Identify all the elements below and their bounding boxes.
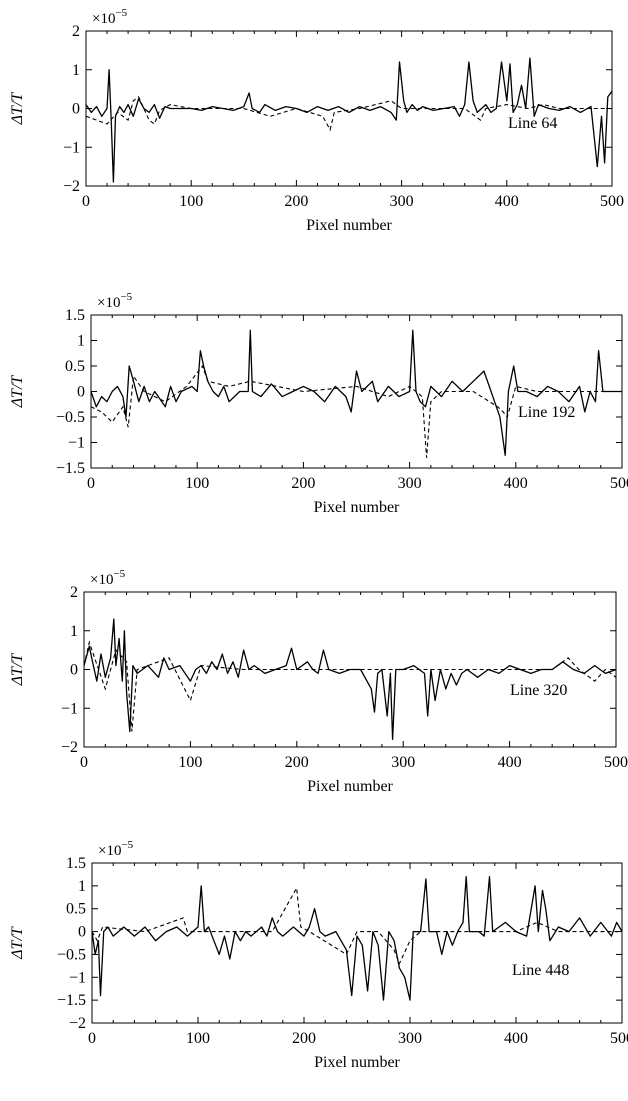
- y-tick-label: 2: [70, 584, 78, 601]
- chart-line-64: 0 100 200 300 400 500 −2 −1 0 1 2 ×10−5 ΔT/T Pixel nu…: [9, 7, 624, 234]
- x-tick-label: 100: [178, 754, 202, 771]
- y-tick-label: 0: [78, 924, 86, 941]
- x-tick-label: 300: [398, 1030, 422, 1047]
- series-dashed-line: [91, 364, 622, 458]
- x-tick-label: 500: [610, 1030, 628, 1047]
- x-tick-label: 300: [398, 475, 422, 492]
- series-dashed-line: [84, 640, 616, 732]
- plot-frame: [91, 862, 623, 1024]
- y-tick-label: −1.5: [56, 460, 85, 477]
- y-tick-label: −2: [61, 739, 78, 756]
- x-tick-label: 100: [186, 1030, 210, 1047]
- chart-line-448: 0 100 200 300 400 500 −2 −1.5 −1 −0.5 0 0.5 1 1.5 ×10−…: [9, 839, 628, 1071]
- x-tick-label: 400: [504, 1030, 528, 1047]
- y-tick-label: 1.5: [65, 307, 85, 324]
- y-multiplier-label: ×10−5: [92, 7, 128, 27]
- y-tick-label: −1: [61, 700, 78, 717]
- panel-label: Line 192: [518, 404, 575, 421]
- x-tick-label: 0: [80, 754, 88, 771]
- y-tick-label: 1: [70, 623, 78, 640]
- y-tick-label: 0: [70, 662, 78, 679]
- y-tick-label: −0.5: [57, 946, 86, 963]
- y-tick-label: 0.5: [66, 901, 86, 918]
- x-tick-label: 0: [82, 193, 90, 210]
- y-multiplier-label: ×10−5: [98, 839, 134, 859]
- x-tick-label: 400: [498, 754, 522, 771]
- series-dashed-line: [92, 886, 622, 966]
- y-tick-label: −1: [68, 435, 85, 452]
- x-tick-label: 300: [390, 193, 414, 210]
- x-axis-label: Pixel number: [314, 499, 400, 516]
- series-solid-line: [86, 57, 612, 183]
- y-tick-label: −1: [69, 969, 86, 986]
- y-tick-label: −2: [63, 178, 80, 195]
- y-tick-label: 1.5: [66, 855, 86, 872]
- series-solid-line: [84, 618, 616, 740]
- y-tick-label: 1: [72, 62, 80, 79]
- chart-line-320: 0 100 200 300 400 500 −2 −1 0 1 2 ×10−5 ΔT/T Pixel nu…: [9, 568, 628, 795]
- x-tick-label: 500: [610, 475, 628, 492]
- y-multiplier-label: ×10−5: [90, 568, 126, 588]
- x-tick-label: 400: [495, 193, 519, 210]
- y-tick-label: 1: [78, 878, 86, 895]
- x-tick-label: 0: [87, 475, 95, 492]
- panel-label: Line 448: [512, 962, 569, 979]
- y-tick-label: −0.5: [56, 409, 85, 426]
- x-tick-label: 500: [604, 754, 628, 771]
- y-axis-label: ΔT/T: [9, 375, 26, 409]
- x-tick-label: 300: [391, 754, 415, 771]
- x-axis-label: Pixel number: [314, 1054, 400, 1071]
- x-tick-label: 100: [185, 475, 209, 492]
- y-axis-label: ΔT/T: [9, 926, 26, 960]
- panel-label: Line 320: [510, 682, 567, 699]
- y-tick-label: −1: [63, 139, 80, 156]
- y-tick-label: 2: [72, 23, 80, 40]
- x-tick-label: 200: [285, 754, 309, 771]
- panel-label: Line 64: [508, 115, 557, 132]
- y-tick-label: 0: [72, 101, 80, 118]
- x-tick-label: 400: [504, 475, 528, 492]
- y-tick-label: 0.5: [65, 358, 85, 375]
- x-axis-label: Pixel number: [307, 778, 393, 795]
- x-tick-label: 500: [600, 193, 624, 210]
- y-axis-label: ΔT/T: [9, 92, 26, 126]
- y-axis-label: ΔT/T: [9, 653, 26, 687]
- series-solid-line: [92, 876, 622, 1001]
- x-axis-label: Pixel number: [306, 217, 392, 234]
- y-tick-label: −2: [69, 1015, 86, 1032]
- y-multiplier-label: ×10−5: [97, 291, 133, 311]
- y-tick-label: −1.5: [57, 992, 86, 1009]
- x-tick-label: 200: [292, 1030, 316, 1047]
- series-solid-line: [91, 329, 622, 456]
- chart-line-192: 0 100 200 300 400 500 −1.5 −1 −0.5 0 0.5 1 1.5 ×10−5 Δ…: [9, 291, 628, 516]
- x-tick-label: 100: [179, 193, 203, 210]
- y-tick-label: 0: [77, 384, 85, 401]
- x-tick-label: 200: [291, 475, 315, 492]
- x-tick-label: 200: [284, 193, 308, 210]
- x-tick-label: 0: [88, 1030, 96, 1047]
- y-tick-label: 1: [77, 333, 85, 350]
